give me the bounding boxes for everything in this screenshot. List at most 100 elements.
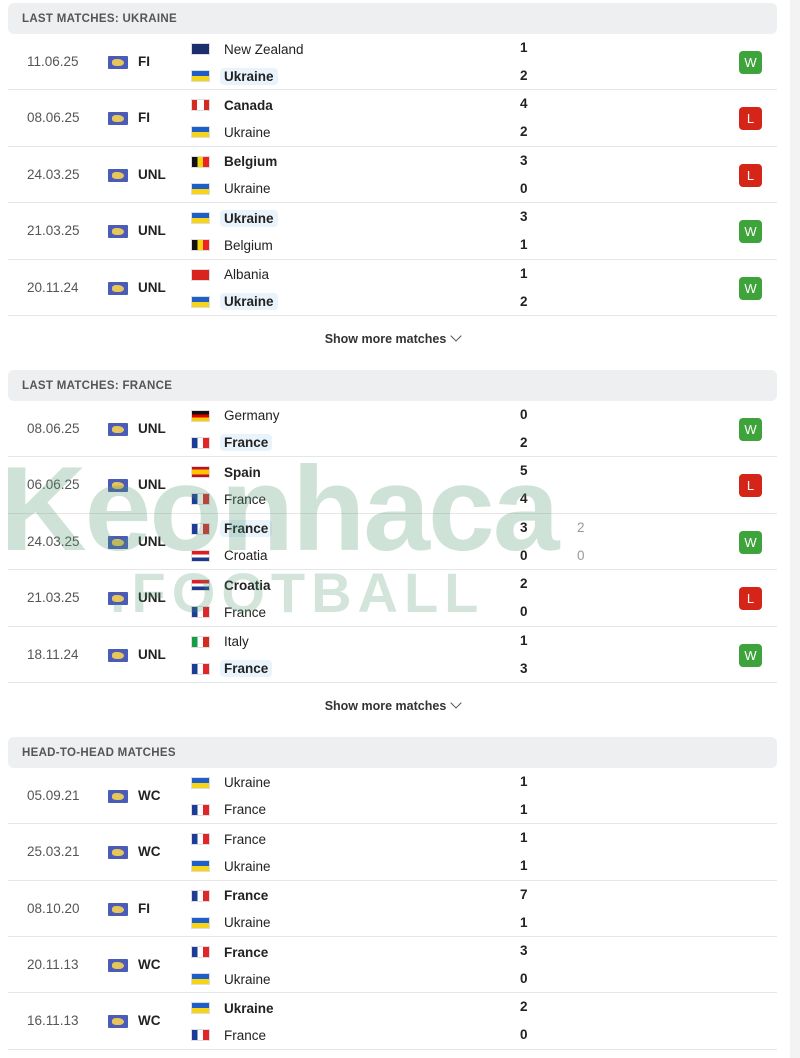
competition-label: UNL — [138, 279, 166, 295]
match-row[interactable]: 16.11.13 WC Ukraine France 2 0 — [8, 993, 777, 1050]
home-team[interactable]: France — [191, 886, 272, 906]
world-map-icon — [108, 479, 128, 493]
team-name: Ukraine — [224, 858, 271, 874]
world-map-icon — [108, 422, 128, 436]
home-score: 2 — [520, 999, 528, 1015]
competition-label: UNL — [138, 166, 166, 182]
home-team[interactable]: Ukraine — [191, 208, 278, 228]
competition-label: UNL — [138, 223, 166, 239]
match-row[interactable]: 06.06.25 UNL Spain France 5 4 L — [8, 457, 777, 514]
match-row[interactable]: 25.03.21 WC France Ukraine 1 1 — [8, 824, 777, 881]
match-row[interactable]: 18.11.24 UNL Italy France 1 3 W — [8, 627, 777, 683]
match-row[interactable]: 21.03.25 UNL Ukraine Belgium 3 1 W — [8, 203, 777, 260]
away-score: 0 — [520, 180, 528, 196]
home-team[interactable]: Croatia — [191, 575, 275, 595]
result-badge: W — [739, 51, 762, 74]
fr-flag-icon — [191, 662, 210, 675]
away-team[interactable]: France — [191, 800, 270, 820]
home-team[interactable]: Spain — [191, 462, 265, 482]
section-header: HEAD-TO-HEAD MATCHES — [8, 736, 777, 768]
away-team[interactable]: France — [191, 602, 270, 622]
home-team[interactable]: Germany — [191, 406, 284, 426]
world-map-icon — [108, 846, 128, 860]
away-team[interactable]: Ukraine — [191, 856, 275, 876]
away-team[interactable]: France — [191, 489, 270, 509]
team-name: France — [224, 831, 267, 847]
match-row[interactable]: 08.06.25 FI Canada Ukraine 4 2 L — [8, 90, 777, 147]
show-more-button[interactable]: Show more matches — [8, 316, 777, 370]
home-team[interactable]: France — [191, 942, 272, 962]
home-team[interactable]: Albania — [191, 265, 273, 285]
match-row[interactable]: 05.09.21 WC Ukraine France 1 1 — [8, 768, 777, 825]
match-row[interactable]: 20.11.13 WC France Ukraine 3 0 — [8, 937, 777, 994]
ua-flag-icon — [191, 973, 210, 986]
match-date: 08.06.25 — [27, 420, 80, 436]
team-name: Ukraine — [224, 971, 271, 987]
match-row[interactable]: 24.03.25 UNL Belgium Ukraine 3 0 L — [8, 147, 777, 204]
competition-label: FI — [138, 900, 150, 916]
match-row[interactable]: 08.06.25 UNL Germany France 0 2 W — [8, 401, 777, 458]
result-badge: W — [739, 643, 762, 667]
scrollbar[interactable] — [790, 0, 800, 1058]
away-team[interactable]: Ukraine — [191, 66, 278, 86]
away-score: 2 — [520, 124, 528, 140]
result-badge: W — [739, 530, 762, 554]
home-score: 1 — [520, 632, 528, 648]
be-flag-icon — [191, 239, 210, 252]
team-name: Italy — [224, 634, 249, 650]
competition-label: FI — [138, 110, 150, 126]
home-team[interactable]: Ukraine — [191, 998, 278, 1018]
match-date: 16.11.13 — [27, 1013, 79, 1029]
team-name: Belgium — [224, 154, 278, 170]
home-team[interactable]: Italy — [191, 632, 253, 652]
home-team[interactable]: Canada — [191, 95, 277, 115]
competition-label: FI — [138, 54, 150, 69]
home-score: 1 — [520, 773, 528, 789]
away-team[interactable]: France — [191, 659, 273, 679]
home-score: 0 — [520, 406, 528, 422]
away-team[interactable]: France — [191, 433, 273, 453]
away-team[interactable]: Ukraine — [191, 913, 275, 933]
home-score: 1 — [520, 40, 528, 55]
away-score: 3 — [520, 660, 528, 676]
match-date: 20.11.24 — [27, 279, 79, 295]
show-more-button[interactable]: Show more matches — [8, 683, 777, 737]
away-score: 2 — [520, 434, 528, 450]
team-name: Ukraine — [224, 915, 271, 931]
team-name: Croatia — [224, 577, 271, 593]
match-row[interactable]: 11.06.25 FI New Zealand Ukraine 1 2 W — [8, 34, 777, 91]
home-score: 3 — [520, 519, 528, 535]
home-team[interactable]: New Zealand — [191, 39, 308, 59]
match-row[interactable]: 20.11.24 UNL Albania Ukraine 1 2 W — [8, 260, 777, 316]
match-row[interactable]: 08.10.20 FI France Ukraine 7 1 — [8, 881, 777, 938]
away-team[interactable]: France — [191, 1025, 270, 1045]
al-flag-icon — [191, 268, 210, 281]
home-team[interactable]: France — [191, 829, 270, 849]
away-team[interactable]: Ukraine — [191, 969, 275, 989]
away-team[interactable]: Ukraine — [191, 122, 275, 142]
home-score: 3 — [520, 152, 528, 168]
home-team[interactable]: Ukraine — [191, 773, 275, 793]
home-team[interactable]: France — [191, 519, 273, 539]
team-name: New Zealand — [224, 41, 304, 57]
match-row[interactable]: 21.03.25 UNL Croatia France 2 0 L — [8, 570, 777, 627]
world-map-icon — [108, 592, 128, 606]
away-team[interactable]: Belgium — [191, 235, 277, 255]
home-team[interactable]: Belgium — [191, 152, 281, 172]
world-map-icon — [108, 225, 128, 239]
away-team[interactable]: Ukraine — [191, 179, 275, 199]
competition-label: UNL — [138, 477, 166, 493]
match-row[interactable]: 24.03.25 UNL France Croatia 3 0 2 0 W — [8, 514, 777, 571]
match-date: 18.11.24 — [27, 646, 79, 662]
team-name: Croatia — [224, 548, 268, 564]
match-date: 25.03.21 — [27, 844, 80, 860]
world-map-icon — [108, 902, 128, 916]
team-name: Germany — [224, 408, 280, 424]
away-team[interactable]: Croatia — [191, 546, 272, 566]
away-score: 1 — [520, 801, 528, 817]
hr-flag-icon — [191, 549, 210, 562]
home-score: 4 — [520, 96, 528, 112]
world-map-icon — [108, 112, 128, 126]
away-team[interactable]: Ukraine — [191, 292, 278, 312]
home-score: 5 — [520, 463, 528, 479]
